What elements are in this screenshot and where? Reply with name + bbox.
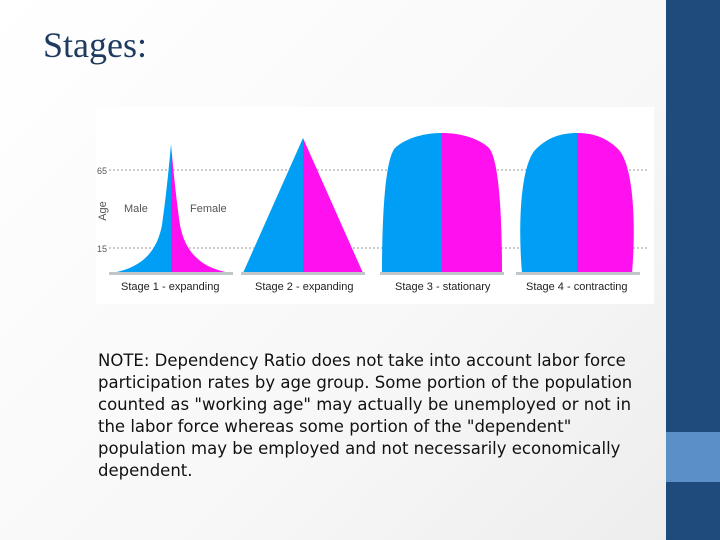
stage-4-pyramid [516,133,640,275]
tick-label-65: 65 [97,166,107,176]
stage-2-male [243,138,303,273]
y-axis-label: Age [97,201,109,221]
stage-4-female [577,133,634,273]
tick-label-15: 15 [97,244,107,254]
stage-4-base [516,272,640,275]
stage-2-label: Stage 2 - expanding [255,281,353,293]
stage-3-pyramid [380,133,504,275]
stage-1-base [109,272,233,275]
male-label: Male [124,203,148,215]
stage-3-male [382,133,442,273]
stage-1-female [171,144,231,273]
stage-2-female [303,138,363,273]
stage-1-male [111,144,171,273]
pyramid-svg: 65 15 Age Male Female [97,133,648,293]
stage-1-pyramid [109,144,233,275]
slide-title: Stages: [43,25,147,65]
female-label: Female [190,203,227,215]
stage-3-label: Stage 3 - stationary [395,281,491,293]
stage-3-female [442,133,502,273]
population-pyramid-diagram: 65 15 Age Male Female [96,107,654,304]
dependency-ratio-note: NOTE: Dependency Ratio does not take int… [98,351,633,480]
stage-3-base [380,272,504,275]
stage-2-base [241,272,365,275]
stage-4-male [520,133,577,273]
stage-1-label: Stage 1 - expanding [121,281,219,293]
decorative-right-accent [666,432,720,482]
stage-2-pyramid [241,138,365,275]
stage-4-label: Stage 4 - contracting [526,281,628,293]
